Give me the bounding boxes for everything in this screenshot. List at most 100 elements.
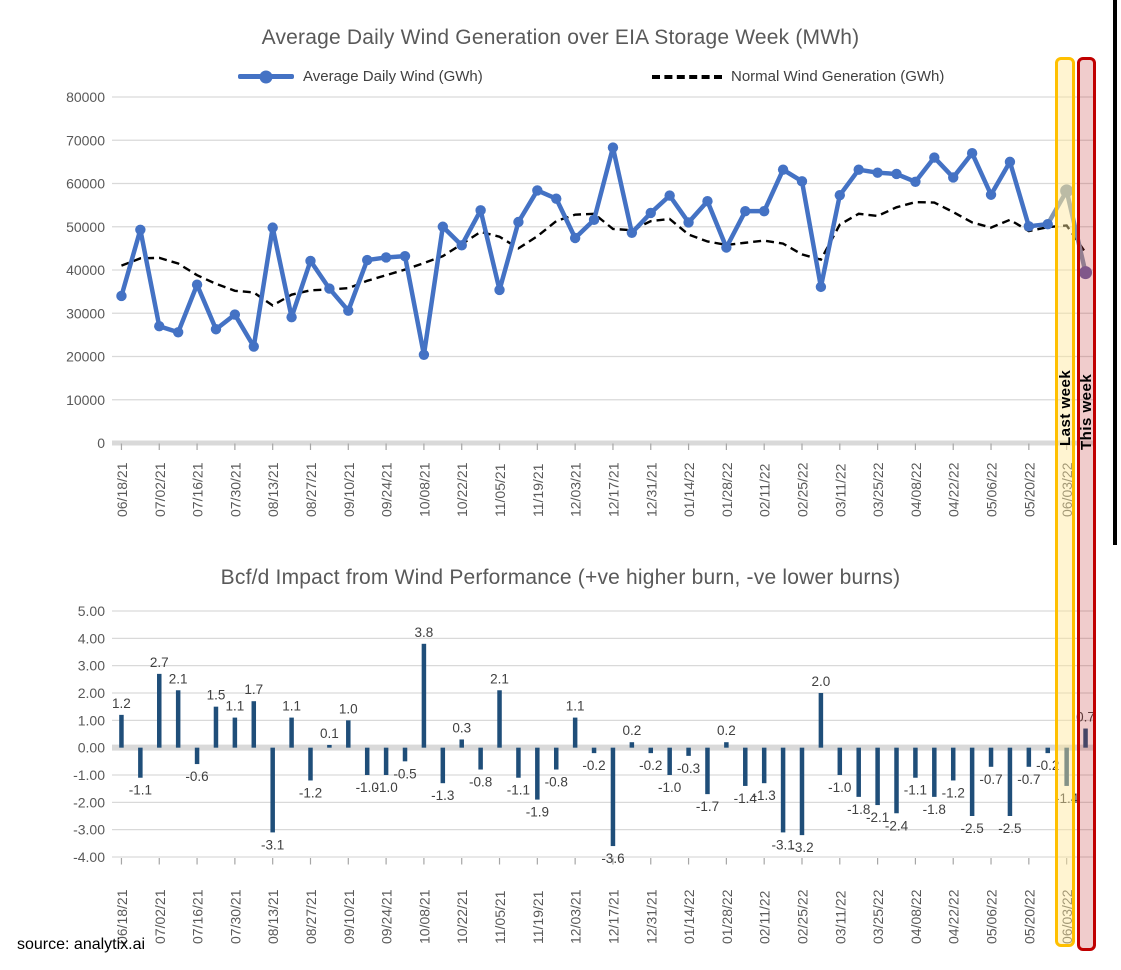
data-point-marker — [740, 205, 751, 217]
bottom-x-axis-label: 08/13/21 — [265, 889, 281, 944]
impact-bar-label: -2.5 — [960, 821, 983, 836]
impact-bar — [837, 747, 843, 775]
data-point-marker — [569, 232, 581, 244]
bottom-y-axis-label: 3.00 — [78, 658, 105, 674]
data-point-marker — [872, 167, 883, 178]
data-point-marker — [399, 250, 411, 262]
top-x-axis-label: 02/11/22 — [757, 463, 773, 517]
impact-bar-label: 1.5 — [207, 688, 226, 703]
bottom-x-axis-label: 03/11/22 — [832, 890, 848, 944]
data-point-marker — [343, 305, 354, 316]
impact-bar — [629, 742, 635, 748]
top-x-axis-label: 09/24/21 — [379, 462, 395, 517]
top-y-axis-label: 30000 — [66, 305, 105, 321]
data-point-marker — [910, 176, 921, 187]
impact-bar-label: 0.2 — [622, 723, 641, 738]
impact-bar — [761, 747, 767, 784]
top-x-axis-label: 08/13/21 — [265, 462, 281, 517]
bottom-x-axis-label: 04/08/22 — [908, 889, 924, 944]
impact-bar-label: -0.7 — [979, 772, 1002, 787]
impact-bar-label: -0.6 — [185, 769, 208, 784]
data-point-marker — [853, 164, 864, 175]
bottom-x-axis-label: 10/22/21 — [454, 889, 470, 944]
top-x-axis-label: 01/28/22 — [719, 462, 735, 517]
impact-bar-label: -0.2 — [1036, 758, 1059, 773]
impact-bar-label: 2.1 — [169, 671, 188, 686]
bottom-x-axis-label: 06/03/22 — [1059, 889, 1075, 944]
impact-bar — [969, 747, 975, 816]
top-x-axis-label: 02/25/22 — [794, 462, 810, 517]
this-week-highlight-band — [1077, 57, 1096, 951]
impact-bar-label: -1.0 — [374, 780, 397, 795]
top-x-axis-label: 07/30/21 — [227, 462, 243, 517]
bottom-x-axis-label: 07/30/21 — [227, 889, 243, 944]
top-y-axis-label: 70000 — [66, 132, 105, 148]
impact-bar — [270, 747, 275, 833]
data-point-marker — [721, 242, 732, 253]
impact-bar-label: -0.8 — [469, 775, 492, 790]
impact-bar — [516, 747, 521, 778]
bottom-y-axis-label: 5.00 — [78, 603, 105, 619]
impact-bar-label: 1.7 — [244, 682, 263, 697]
data-point-marker — [286, 311, 297, 323]
data-point-marker — [362, 254, 373, 266]
impact-bar — [572, 717, 578, 748]
impact-bar-label: 1.1 — [225, 699, 244, 714]
impact-bar-label: -1.2 — [942, 785, 965, 800]
top-x-axis-label: 06/18/21 — [114, 462, 130, 517]
impact-bar — [1045, 747, 1050, 754]
data-point-marker — [985, 189, 997, 200]
top-x-axis-label: 11/19/21 — [530, 463, 546, 517]
impact-bar — [535, 747, 540, 800]
bottom-y-axis-label: 2.00 — [78, 685, 105, 701]
top-y-axis-label: 10000 — [66, 392, 105, 408]
bottom-chart-title: Bcf/d Impact from Wind Performance (+ve … — [220, 566, 901, 589]
top-x-axis-label: 12/31/21 — [643, 462, 659, 517]
impact-bar — [383, 747, 389, 775]
bottom-x-axis-label: 02/25/22 — [794, 889, 810, 944]
bottom-x-axis-label: 09/24/21 — [379, 889, 395, 944]
impact-bar-label: -1.1 — [904, 783, 927, 798]
top-x-axis-label: 05/20/22 — [1021, 462, 1037, 517]
impact-bar — [591, 747, 597, 754]
impact-bar-label: 1.2 — [112, 696, 131, 711]
data-point-marker — [475, 205, 486, 216]
impact-bar — [440, 747, 446, 784]
data-point-marker — [1042, 218, 1053, 230]
last-week-marker — [1060, 184, 1074, 198]
impact-bar — [346, 720, 351, 748]
impact-bar-label: 1.1 — [282, 699, 301, 714]
top-x-axis-label: 07/16/21 — [190, 462, 206, 517]
bottom-x-axis-label: 10/08/21 — [416, 889, 432, 944]
impact-bar-label: 2.1 — [490, 671, 509, 686]
bottom-x-axis-label: 06/18/21 — [114, 889, 130, 944]
top-y-axis-label: 40000 — [66, 262, 105, 278]
top-x-axis-label: 12/17/21 — [605, 462, 621, 517]
actual-wind-line — [119, 145, 1050, 358]
bottom-x-axis-label: 12/17/21 — [605, 889, 621, 944]
impact-bar-label: -3.1 — [771, 837, 794, 852]
data-point-marker — [191, 279, 203, 290]
impact-bar-label: 2.0 — [812, 674, 831, 689]
data-point-marker — [551, 193, 562, 204]
this-week-marker — [1079, 266, 1093, 280]
impact-bar — [780, 747, 786, 833]
top-y-axis-label: 60000 — [66, 176, 105, 192]
impact-bar-label: -1.7 — [696, 799, 719, 814]
top-x-axis-label: 07/02/21 — [152, 462, 168, 517]
legend-label-actual: Average Daily Wind (GWh) — [303, 68, 483, 85]
impact-bar — [213, 706, 219, 748]
impact-bar — [818, 693, 824, 748]
impact-bar — [856, 747, 861, 797]
impact-bar-label: -1.0 — [828, 780, 851, 795]
top-x-axis-label: 09/10/21 — [341, 462, 357, 517]
top-x-axis-label: 01/14/22 — [681, 462, 697, 517]
impact-bar — [289, 717, 294, 748]
top-y-axis-label: 0 — [97, 435, 105, 451]
top-x-axis-label: 05/06/22 — [984, 462, 1000, 517]
impact-bar — [1007, 747, 1013, 816]
impact-bar — [553, 747, 559, 770]
data-point-marker — [418, 349, 430, 360]
last-week-label: Last week — [1057, 369, 1074, 446]
data-point-marker — [229, 309, 241, 320]
